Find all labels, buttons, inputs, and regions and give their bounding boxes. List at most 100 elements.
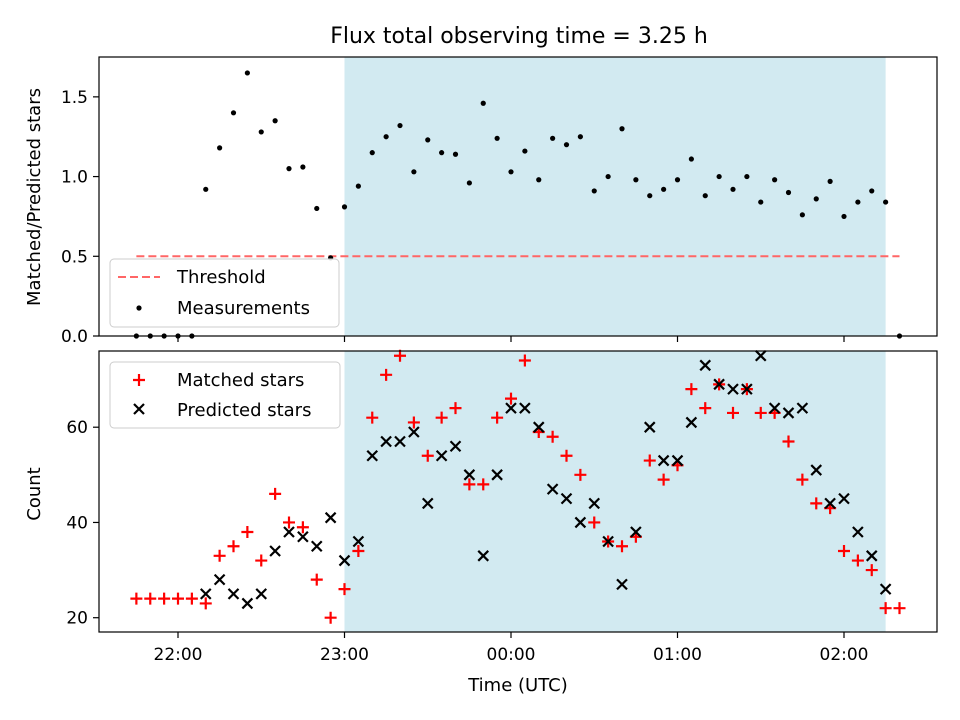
measurement-point bbox=[702, 193, 708, 199]
time-x-tick-label: 00:00 bbox=[487, 645, 536, 665]
predicted-star-point bbox=[560, 492, 573, 505]
chart-title: Flux total observing time = 3.25 h bbox=[330, 24, 708, 49]
predicted-star-point bbox=[421, 497, 434, 510]
ratio-panel: 0.0 0.5 1.0 1.5 Matched/Predicted stars Thr… bbox=[24, 56, 938, 347]
matched-star-point bbox=[366, 411, 379, 424]
measurement-point bbox=[411, 169, 417, 175]
legend-measurement-swatch bbox=[136, 305, 142, 311]
matched-star-point bbox=[491, 411, 504, 424]
measurement-point bbox=[452, 151, 459, 157]
matched-star-point bbox=[782, 435, 795, 448]
measurement-point bbox=[772, 177, 778, 183]
predicted-star-point bbox=[643, 421, 656, 433]
shaded-observing-interval bbox=[344, 57, 886, 336]
predicted-star-point bbox=[366, 450, 379, 462]
matched-star-point bbox=[727, 406, 739, 419]
measurement-point bbox=[286, 166, 292, 172]
measurement-point bbox=[494, 135, 500, 141]
measurement-point bbox=[439, 150, 445, 156]
matched-star-point bbox=[588, 516, 601, 529]
matched-star-point bbox=[158, 592, 171, 605]
measurement-point bbox=[619, 126, 625, 132]
measurement-point bbox=[799, 212, 805, 218]
predicted-star-point bbox=[532, 421, 545, 433]
measurement-point bbox=[605, 173, 611, 180]
measurement-point bbox=[230, 110, 237, 116]
matched-star-point bbox=[172, 592, 184, 605]
legend-matched-label: Matched stars bbox=[177, 370, 304, 391]
measurement-point bbox=[522, 148, 528, 154]
matched-star-point bbox=[657, 473, 670, 486]
legend-matched-swatch bbox=[133, 374, 145, 386]
matched-star-point bbox=[810, 497, 823, 510]
matched-star-point bbox=[546, 430, 559, 443]
measurement-point bbox=[841, 213, 847, 220]
predicted-star-point bbox=[574, 516, 587, 529]
ratio-legend-box bbox=[109, 258, 340, 328]
matched-star-point bbox=[227, 540, 240, 553]
matched-star-point bbox=[283, 516, 295, 529]
measurement-point bbox=[383, 134, 389, 140]
measurement-point bbox=[369, 150, 375, 156]
predicted-star-point bbox=[852, 526, 864, 538]
predicted-star-point bbox=[838, 492, 850, 505]
count-y-tick-label: 40 bbox=[66, 513, 88, 533]
predicted-stars-points bbox=[199, 349, 892, 610]
ratio-legend: Threshold Measurements bbox=[109, 258, 340, 328]
measurement-point bbox=[813, 196, 819, 202]
matched-star-point bbox=[518, 354, 531, 367]
matched-star-point bbox=[213, 549, 226, 562]
matched-star-point bbox=[310, 573, 323, 586]
count-y-tick-label: 60 bbox=[66, 418, 88, 438]
matched-star-point bbox=[505, 392, 517, 405]
measurement-points bbox=[133, 70, 903, 339]
measurement-point bbox=[203, 186, 209, 192]
predicted-star-point bbox=[727, 383, 739, 395]
matched-star-point bbox=[421, 449, 434, 462]
predicted-star-point bbox=[519, 402, 531, 414]
predicted-star-point bbox=[768, 402, 781, 414]
count-y-axis: 20 40 60 bbox=[66, 418, 99, 629]
predicted-star-point bbox=[352, 535, 365, 548]
matched-star-point bbox=[394, 349, 406, 362]
count-legend: Matched stars Predicted stars bbox=[109, 361, 341, 429]
measurement-point bbox=[661, 186, 667, 192]
predicted-star-point bbox=[616, 578, 628, 591]
predicted-star-point bbox=[324, 511, 337, 524]
predicted-star-point bbox=[310, 540, 323, 553]
predicted-star-point bbox=[491, 469, 503, 481]
predicted-star-point bbox=[810, 464, 823, 476]
measurement-point bbox=[883, 199, 889, 205]
predicted-star-point bbox=[741, 383, 753, 395]
measurement-point bbox=[217, 145, 223, 151]
ratio-y-tick-label: 1.0 bbox=[61, 168, 88, 188]
predicted-star-point bbox=[283, 526, 295, 538]
predicted-star-point bbox=[588, 497, 601, 510]
measurement-point bbox=[827, 178, 833, 184]
time-x-tick-label: 22:00 bbox=[154, 645, 203, 665]
measurement-point bbox=[688, 156, 694, 162]
matched-star-point bbox=[185, 592, 198, 605]
matched-star-point bbox=[449, 402, 462, 415]
matched-star-point bbox=[435, 411, 448, 424]
count-y-tick-label: 20 bbox=[66, 609, 88, 629]
measurement-point bbox=[425, 137, 431, 143]
matched-star-point bbox=[560, 449, 573, 462]
predicted-star-point bbox=[630, 526, 642, 538]
predicted-star-point bbox=[796, 402, 809, 414]
matched-star-point bbox=[851, 554, 864, 567]
measurement-point bbox=[591, 188, 597, 194]
matched-star-point bbox=[296, 521, 309, 534]
matched-star-point bbox=[893, 602, 906, 615]
predicted-star-point bbox=[199, 588, 212, 600]
count-y-axis-label: Count bbox=[24, 467, 45, 520]
matched-star-point bbox=[199, 597, 212, 610]
matched-star-point bbox=[865, 564, 878, 577]
measurement-point bbox=[577, 134, 583, 140]
measurement-point bbox=[536, 177, 542, 183]
matched-stars-points bbox=[130, 349, 906, 624]
measurement-point bbox=[300, 164, 306, 170]
matched-star-point bbox=[463, 478, 476, 491]
measurement-point bbox=[563, 142, 570, 148]
measurement-point bbox=[341, 204, 348, 210]
